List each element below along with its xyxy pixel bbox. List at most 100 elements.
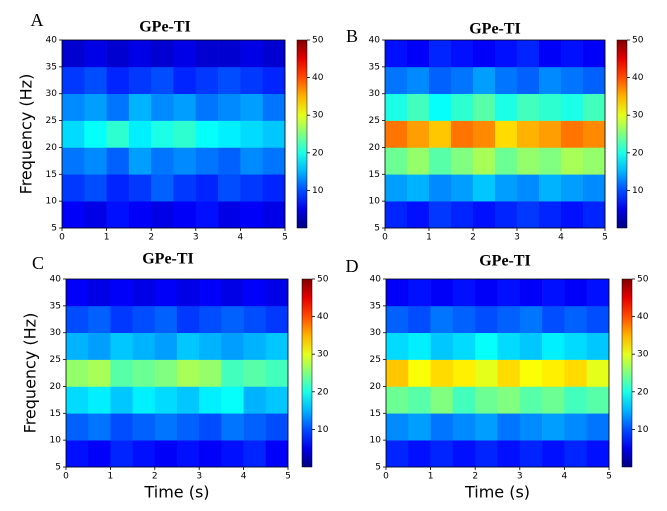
heatmap-cell xyxy=(519,359,543,387)
heatmap-cell xyxy=(240,40,263,68)
y-tick-label: 10 xyxy=(369,197,381,207)
heatmap-cell xyxy=(173,120,197,148)
x-tick-label: 4 xyxy=(238,233,244,243)
colorbar-tick-label: 20 xyxy=(637,387,649,397)
x-tick-label: 4 xyxy=(558,233,564,243)
colorbar-tick-label: 10 xyxy=(312,186,324,196)
heatmap-cell xyxy=(195,201,219,229)
heatmap-cell xyxy=(88,386,111,414)
heatmap-cell xyxy=(407,201,430,229)
colorbar-tick-label: 50 xyxy=(637,275,649,285)
heatmap-cell xyxy=(154,440,178,468)
heatmap-cell xyxy=(62,174,85,202)
heatmap-cell xyxy=(386,279,409,307)
heatmap-cell xyxy=(195,93,219,121)
heatmap-cell xyxy=(84,174,107,202)
heatmap-cell xyxy=(240,174,263,202)
heatmap-cell xyxy=(265,386,289,414)
y-tick-label: 40 xyxy=(369,36,381,46)
heatmap-cell xyxy=(173,93,197,121)
heatmap-cell xyxy=(177,332,200,360)
heatmap-cell xyxy=(539,93,562,121)
heatmap-cell xyxy=(88,279,111,307)
heatmap-cell xyxy=(106,66,130,95)
heatmap-cell xyxy=(195,120,219,148)
y-tick-label: 15 xyxy=(370,409,381,419)
y-tick-label: 5 xyxy=(51,224,57,234)
colorbar xyxy=(621,278,633,468)
heatmap-cell xyxy=(66,359,89,387)
colorbar-tick-label: 30 xyxy=(632,111,644,121)
x-tick-label: 0 xyxy=(383,472,389,482)
heatmap-cell xyxy=(84,93,107,121)
heatmap-cell xyxy=(429,66,452,95)
y-tick-label: 20 xyxy=(369,143,381,153)
y-tick-label: 20 xyxy=(46,143,58,153)
heatmap-cell xyxy=(106,40,130,68)
heatmap-cell xyxy=(154,305,178,334)
heatmap-cell xyxy=(561,66,584,95)
heatmap-cell xyxy=(408,386,431,414)
heatmap-cell xyxy=(386,359,409,387)
y-tick-label: 15 xyxy=(46,170,57,180)
heatmap-cell xyxy=(451,40,474,68)
heatmap-cell xyxy=(221,332,244,360)
colorbar-tick-label: 10 xyxy=(317,425,329,435)
heatmap-cell xyxy=(561,201,584,229)
colorbar-tick-label: 20 xyxy=(312,148,324,158)
heatmap-cell xyxy=(542,413,565,441)
heatmap-cell xyxy=(408,413,431,441)
x-tick-label: 3 xyxy=(517,472,523,482)
heatmap-cell xyxy=(473,201,496,229)
heatmap-cell xyxy=(519,305,543,334)
heatmap-cell xyxy=(386,413,409,441)
heatmap-cell xyxy=(451,201,474,229)
heatmap-cell xyxy=(586,359,610,387)
heatmap-cell xyxy=(408,279,431,307)
colorbar-tick-label: 30 xyxy=(637,350,649,360)
heatmap-cell xyxy=(430,386,454,414)
heatmap-cell xyxy=(84,201,107,229)
y-tick-label: 25 xyxy=(370,355,381,365)
heatmap-cell xyxy=(452,279,476,307)
x-tick-label: 1 xyxy=(104,233,110,243)
heatmap-cell xyxy=(385,66,408,95)
heatmap-cell xyxy=(84,120,107,148)
y-tick-label: 30 xyxy=(370,328,382,338)
heatmap-cell xyxy=(84,147,107,175)
heatmap-cell xyxy=(132,332,156,360)
heatmap-cell xyxy=(519,332,543,360)
y-tick-label: 30 xyxy=(369,89,381,99)
y-tick-label: 40 xyxy=(50,275,62,285)
colorbar-tick-label: 40 xyxy=(632,73,644,83)
x-tick-label: 0 xyxy=(382,233,388,243)
heatmap-cell xyxy=(128,40,152,68)
heatmap-cell xyxy=(564,386,587,414)
heatmap-cell xyxy=(110,386,133,414)
heatmap-cell xyxy=(385,120,408,148)
heatmap-cell xyxy=(88,440,111,468)
heatmap-cell xyxy=(583,120,606,148)
y-tick-label: 5 xyxy=(375,463,381,473)
heatmap-cell xyxy=(218,201,241,229)
y-tick-label: 10 xyxy=(370,436,382,446)
heatmap-cell xyxy=(430,279,454,307)
heatmap-cell xyxy=(195,174,219,202)
heatmap-cell xyxy=(110,359,133,387)
heatmap-cell xyxy=(495,174,518,202)
y-tick-label: 30 xyxy=(50,328,62,338)
y-tick-label: 20 xyxy=(50,382,62,392)
heatmap-cell xyxy=(110,279,133,307)
heatmap-cell xyxy=(539,174,562,202)
heatmap-cell xyxy=(497,279,521,307)
chart-title: GPe-TI xyxy=(479,253,531,270)
heatmap-cell xyxy=(473,147,496,175)
y-tick-label: 35 xyxy=(46,62,57,72)
y-tick-label: 10 xyxy=(46,197,58,207)
heatmap-cell xyxy=(62,66,85,95)
heatmap-cell xyxy=(132,440,156,468)
heatmap-cell xyxy=(240,93,263,121)
heatmap-cell xyxy=(154,413,178,441)
heatmap-cell xyxy=(519,279,543,307)
